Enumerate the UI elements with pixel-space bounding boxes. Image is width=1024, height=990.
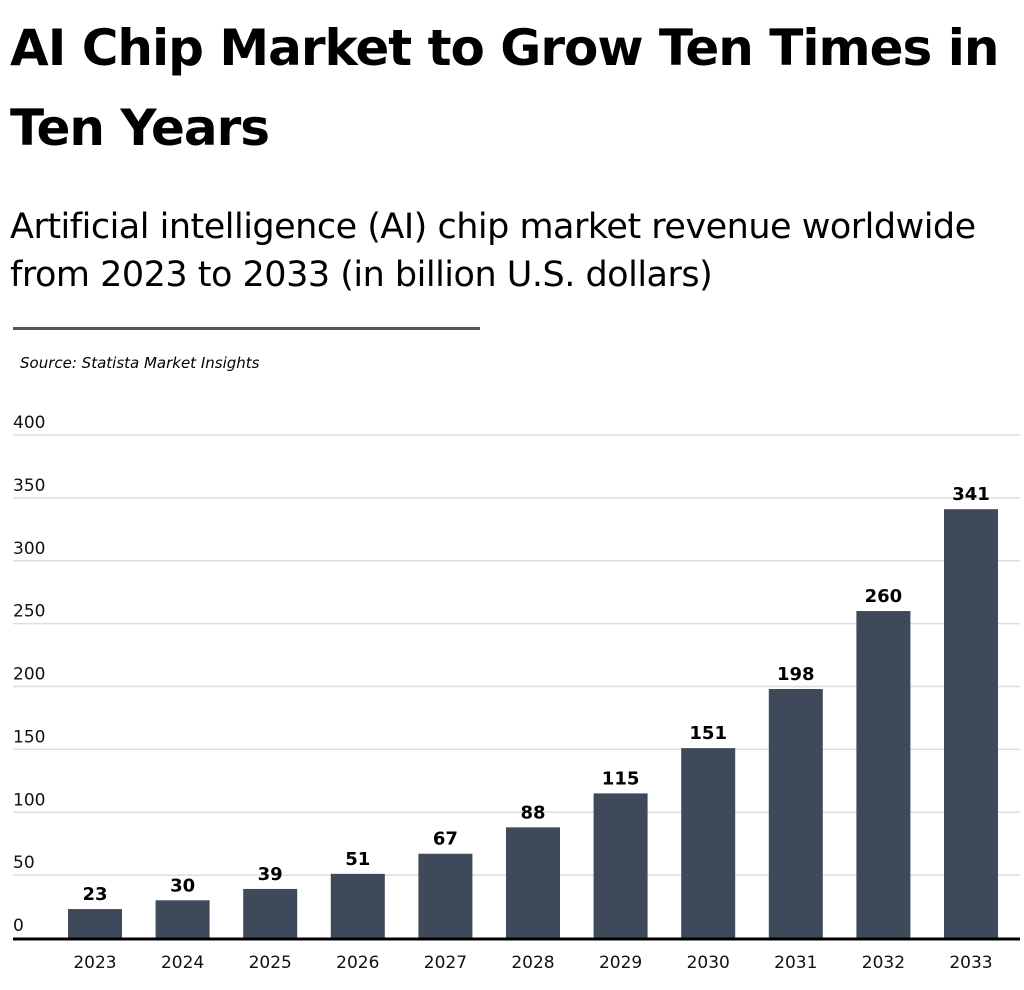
data-label: 88	[520, 802, 545, 823]
y-tick-label: 150	[13, 727, 45, 747]
x-tick-label: 2026	[336, 953, 379, 973]
y-tick-label: 400	[13, 413, 45, 433]
x-tick-label: 2029	[599, 953, 642, 973]
chart-subtitle: Artificial intelligence (AI) chip market…	[10, 207, 976, 295]
x-tick-label: 2033	[949, 953, 992, 973]
bar-2025	[243, 888, 298, 938]
y-tick-label: 100	[13, 790, 45, 810]
y-tick-label: 50	[13, 853, 35, 873]
data-label: 30	[170, 875, 195, 896]
data-label: 39	[258, 864, 283, 885]
bar-2032	[856, 611, 911, 938]
bar-2031	[768, 689, 823, 938]
divider	[13, 327, 480, 330]
bar-2030	[681, 748, 736, 938]
data-label: 115	[602, 768, 640, 789]
bar-2027	[418, 853, 473, 938]
x-tick-label: 2025	[249, 953, 292, 973]
bar-2029	[593, 793, 648, 938]
data-label: 198	[777, 664, 815, 685]
data-label: 67	[433, 829, 458, 850]
chart-title: AI Chip Market to Grow Ten Times in Ten …	[10, 19, 999, 157]
bar-2026	[330, 873, 385, 938]
bar-2023	[68, 909, 122, 938]
data-label: 260	[865, 586, 903, 607]
y-tick-label: 300	[13, 539, 45, 559]
x-tick-label: 2030	[687, 953, 730, 973]
y-tick-label: 200	[13, 665, 45, 685]
bar-2033	[944, 509, 998, 938]
data-label: 23	[82, 884, 107, 905]
y-tick-label: 0	[13, 916, 24, 936]
data-label: 341	[952, 484, 990, 505]
x-tick-label: 2028	[511, 953, 554, 973]
x-tick-label: 2023	[73, 953, 116, 973]
x-tick-label: 2027	[424, 953, 467, 973]
y-tick-label: 250	[13, 602, 45, 622]
bar-2028	[506, 827, 560, 938]
bar-2024	[155, 900, 210, 938]
data-label: 151	[689, 723, 727, 744]
data-label: 51	[345, 849, 370, 870]
source-note: Source: Statista Market Insights	[20, 354, 260, 372]
x-tick-label: 2032	[862, 953, 905, 973]
x-tick-label: 2024	[161, 953, 204, 973]
x-tick-label: 2031	[774, 953, 817, 973]
y-tick-label: 350	[13, 476, 45, 496]
